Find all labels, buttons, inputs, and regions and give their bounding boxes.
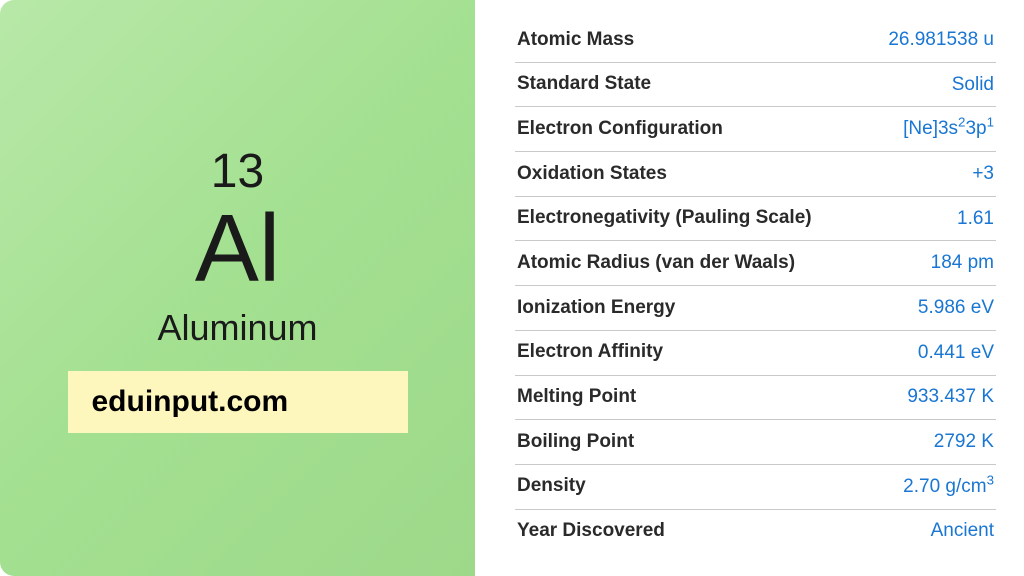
property-value: Ancient: [931, 520, 994, 542]
property-value: 1.61: [957, 208, 994, 230]
property-label: Year Discovered: [517, 519, 665, 544]
property-row: Atomic Radius (van der Waals) 184 pm: [515, 241, 996, 286]
property-row: Electron Configuration [Ne]3s23p1: [515, 107, 996, 152]
properties-table: Atomic Mass 26.981538 u Standard State Soli…: [475, 0, 1024, 576]
property-row: Boiling Point 2792 K: [515, 420, 996, 465]
property-value: [Ne]3s23p1: [903, 118, 994, 140]
element-symbol: Al: [195, 201, 280, 297]
property-value: Solid: [952, 74, 994, 96]
property-value: 184 pm: [931, 252, 994, 274]
property-row: Year Discovered Ancient: [515, 510, 996, 554]
property-value: 2.70 g/cm3: [903, 476, 994, 498]
property-label: Density: [517, 474, 586, 499]
property-label: Electronegativity (Pauling Scale): [517, 206, 812, 231]
property-label: Atomic Mass: [517, 28, 634, 53]
property-row: Melting Point 933.437 K: [515, 376, 996, 421]
property-row: Oxidation States +3: [515, 152, 996, 197]
element-card-panel: 13 Al Aluminum eduinput.com: [0, 0, 475, 576]
property-label: Melting Point: [517, 385, 636, 410]
property-value: 2792 K: [934, 431, 994, 453]
property-row: Electronegativity (Pauling Scale) 1.61: [515, 197, 996, 242]
atomic-number: 13: [211, 144, 264, 199]
property-label: Oxidation States: [517, 162, 667, 187]
property-label: Electron Configuration: [517, 117, 723, 142]
property-row: Ionization Energy 5.986 eV: [515, 286, 996, 331]
watermark-text: eduinput.com: [92, 385, 289, 418]
property-label: Atomic Radius (van der Waals): [517, 251, 795, 276]
property-row: Atomic Mass 26.981538 u: [515, 18, 996, 63]
property-value: 5.986 eV: [918, 297, 994, 319]
property-value: 26.981538 u: [888, 29, 994, 51]
property-row: Electron Affinity 0.441 eV: [515, 331, 996, 376]
property-label: Standard State: [517, 72, 651, 97]
watermark-box: eduinput.com: [68, 371, 408, 433]
property-row: Standard State Solid: [515, 63, 996, 108]
property-label: Boiling Point: [517, 430, 634, 455]
property-value: 0.441 eV: [918, 342, 994, 364]
property-value: 933.437 K: [907, 386, 994, 408]
property-label: Electron Affinity: [517, 340, 663, 365]
property-row: Density 2.70 g/cm3: [515, 465, 996, 510]
property-label: Ionization Energy: [517, 296, 675, 321]
property-value: +3: [972, 163, 994, 185]
element-name: Aluminum: [157, 307, 317, 349]
